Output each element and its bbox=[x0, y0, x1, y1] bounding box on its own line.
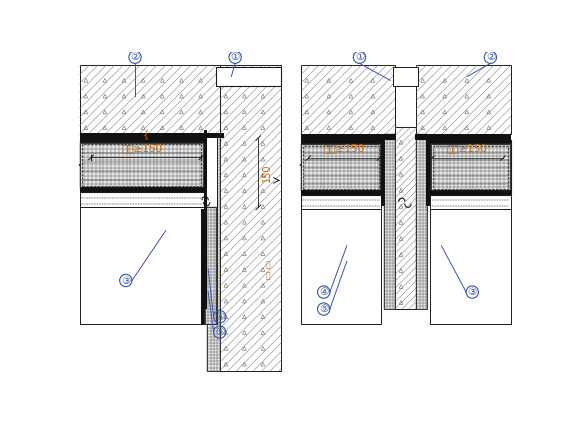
Bar bbox=[415, 134, 511, 140]
Bar bbox=[207, 134, 219, 371]
Bar bbox=[416, 65, 511, 134]
Text: ②: ② bbox=[130, 52, 139, 62]
Bar bbox=[301, 144, 380, 191]
Bar bbox=[430, 140, 511, 144]
Text: ①: ① bbox=[230, 52, 240, 62]
Bar bbox=[82, 144, 201, 186]
Bar bbox=[216, 67, 281, 86]
Bar bbox=[203, 207, 217, 324]
Bar bbox=[79, 138, 203, 143]
Bar bbox=[301, 140, 381, 195]
Bar bbox=[79, 187, 203, 192]
Bar bbox=[384, 134, 395, 309]
Bar bbox=[205, 207, 216, 324]
Text: 150: 150 bbox=[262, 163, 272, 182]
Bar bbox=[203, 130, 207, 138]
Text: 翻包≥150: 翻包≥150 bbox=[122, 143, 163, 152]
Bar bbox=[201, 209, 203, 324]
Bar bbox=[430, 209, 511, 324]
Bar bbox=[79, 192, 203, 207]
Bar bbox=[430, 140, 511, 195]
Bar bbox=[203, 134, 217, 207]
Bar bbox=[79, 65, 219, 134]
Bar bbox=[430, 195, 511, 209]
Bar bbox=[79, 133, 223, 138]
Bar bbox=[433, 146, 509, 189]
Bar bbox=[393, 67, 418, 86]
Bar bbox=[301, 191, 381, 195]
Bar bbox=[81, 143, 203, 187]
Text: ③: ③ bbox=[468, 287, 477, 297]
Bar bbox=[301, 134, 396, 140]
Bar bbox=[395, 127, 416, 309]
Bar bbox=[426, 140, 430, 206]
Bar bbox=[301, 140, 381, 144]
Text: 翻
包: 翻 包 bbox=[265, 261, 270, 280]
Bar bbox=[431, 144, 510, 191]
Text: ①: ① bbox=[355, 52, 364, 62]
Text: 翻包≥150: 翻包≥150 bbox=[447, 143, 488, 153]
Text: {: { bbox=[143, 118, 149, 151]
Bar bbox=[381, 140, 385, 206]
Text: 翻包≥150: 翻包≥150 bbox=[323, 143, 365, 153]
Text: ③: ③ bbox=[121, 276, 130, 286]
Text: ⑤: ⑤ bbox=[215, 327, 225, 337]
Bar bbox=[303, 146, 379, 189]
Bar bbox=[203, 138, 207, 309]
Text: ②: ② bbox=[486, 52, 495, 62]
Bar bbox=[430, 191, 511, 195]
Bar bbox=[219, 65, 281, 371]
Bar bbox=[301, 209, 381, 324]
Text: ④: ④ bbox=[215, 312, 225, 322]
Bar bbox=[79, 138, 203, 192]
Bar bbox=[79, 207, 203, 324]
Bar bbox=[416, 134, 427, 309]
Text: ⑤: ⑤ bbox=[319, 304, 328, 314]
Bar bbox=[301, 195, 381, 209]
Bar bbox=[301, 65, 395, 134]
Text: ④: ④ bbox=[319, 287, 328, 297]
